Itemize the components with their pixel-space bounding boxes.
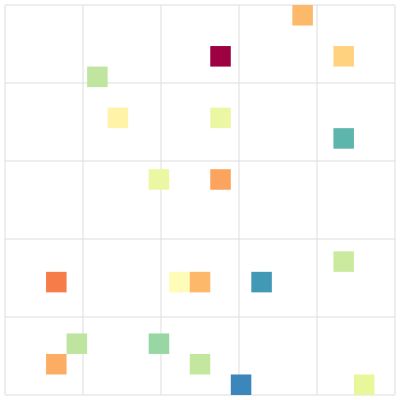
heatmap-cell — [46, 271, 67, 293]
heatmap-cell — [189, 353, 211, 375]
heatmap-cell — [333, 46, 354, 67]
heatmap-cell — [251, 271, 272, 293]
heatmap-cell — [333, 251, 354, 272]
heatmap-cell — [148, 169, 170, 190]
heatmap-cell — [292, 5, 313, 26]
heatmap-cell — [353, 374, 375, 395]
heatmap-cell — [230, 374, 252, 395]
heatmap-cell — [210, 107, 231, 129]
heatmap-cell — [189, 271, 211, 293]
heatmap-cell — [210, 46, 231, 67]
heatmap-cell — [210, 169, 231, 190]
heatmap-cell — [87, 66, 108, 88]
heatmap-cell — [333, 128, 354, 149]
heatmap-cell — [107, 107, 129, 129]
heatmap-cell — [66, 333, 88, 354]
heatmap-cells — [46, 5, 375, 395]
grid-lines — [4, 4, 396, 396]
heatmap-cell — [148, 333, 170, 354]
heatmap-cell — [46, 353, 67, 375]
heatmap-cell — [169, 271, 190, 293]
